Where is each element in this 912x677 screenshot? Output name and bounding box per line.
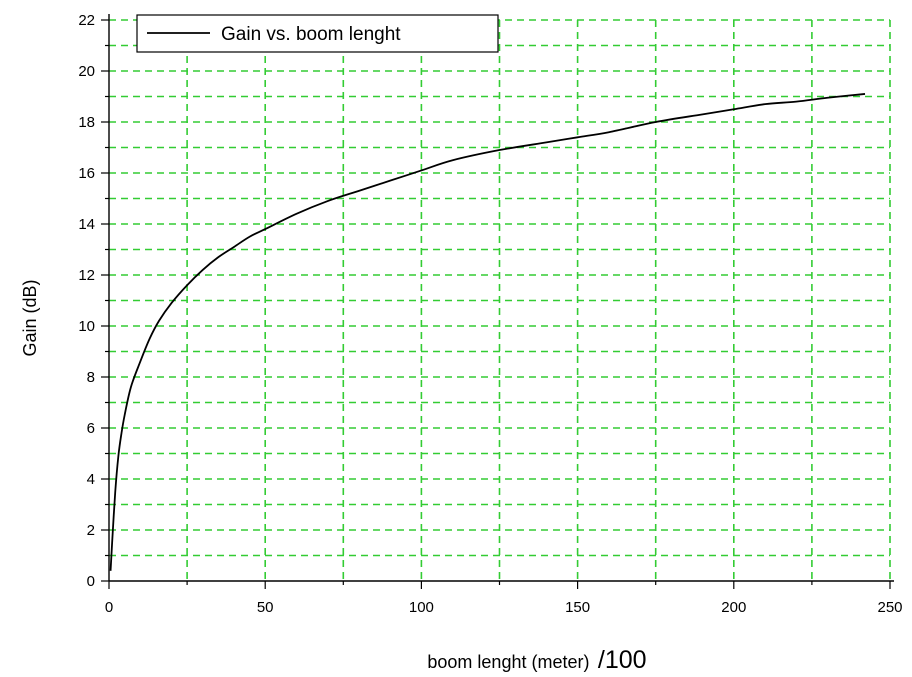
- y-tick-label: 6: [87, 420, 95, 437]
- y-tick-label: 2: [87, 522, 95, 539]
- x-tick-label: 200: [721, 599, 746, 616]
- y-axis-title: Gain (dB): [20, 279, 40, 356]
- x-tick-label: 50: [257, 599, 274, 616]
- y-tick-label: 14: [78, 216, 95, 233]
- grid: [109, 19, 891, 581]
- x-tick-label: 150: [565, 599, 590, 616]
- y-tick-label: 16: [78, 165, 95, 182]
- x-tick-label: 0: [105, 599, 113, 616]
- series-line-gain-vs-boom-length: [109, 93, 866, 571]
- y-tick-label: 10: [78, 318, 95, 335]
- y-tick-label: 0: [87, 573, 95, 590]
- axes: [108, 14, 894, 582]
- y-tick-label: 4: [87, 471, 95, 488]
- y-tick-label: 12: [78, 267, 95, 284]
- x-axis-scale-suffix: /100: [598, 646, 647, 674]
- x-tick-label: 100: [409, 599, 434, 616]
- y-tick-label: 8: [87, 369, 95, 386]
- x-axis-title-group: boom lenght (meter) /100: [427, 646, 646, 674]
- legend: Gain vs. boom lenght: [136, 14, 499, 53]
- legend-label: Gain vs. boom lenght: [221, 24, 401, 45]
- y-tick-label: 22: [78, 12, 95, 29]
- y-tick-label: 18: [78, 114, 95, 131]
- x-axis-title: boom lenght (meter): [427, 652, 589, 672]
- axis-ticks: 0 2 4 6 8 10 12 14 16 18 20 22 0 50 100 150 200 250: [78, 12, 902, 616]
- series: [109, 93, 866, 571]
- x-tick-label: 250: [877, 599, 902, 616]
- y-tick-label: 20: [78, 63, 95, 80]
